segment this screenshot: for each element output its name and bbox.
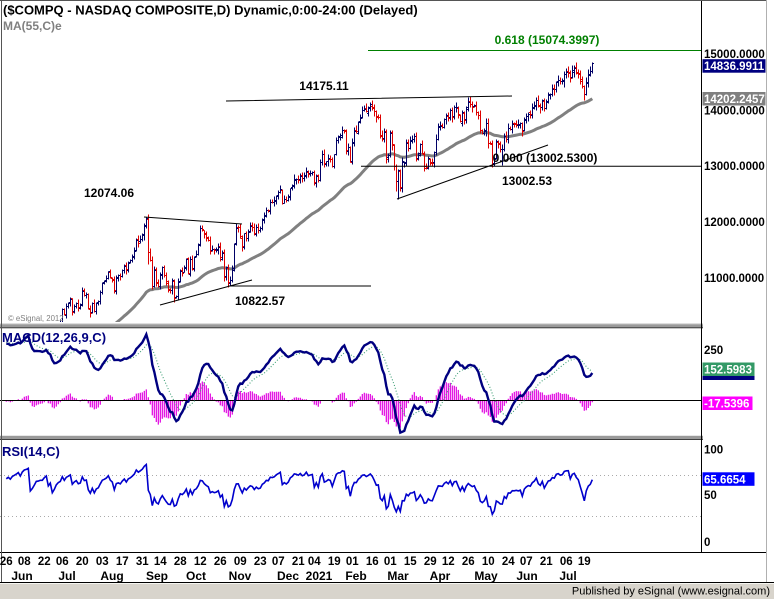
svg-text:50: 50 [704,490,717,502]
svg-text:21: 21 [540,556,553,568]
svg-text:15000.0000: 15000.0000 [704,49,765,61]
svg-text:14000.0000: 14000.0000 [704,106,765,118]
svg-text:06: 06 [560,556,573,568]
svg-text:2021: 2021 [306,569,333,583]
svg-text:22: 22 [38,556,51,568]
svg-text:Nov: Nov [229,569,252,583]
svg-text:31: 31 [136,556,149,568]
svg-text:17: 17 [116,556,129,568]
svg-text:100: 100 [704,445,723,457]
svg-text:12: 12 [442,556,455,568]
svg-text:29: 29 [424,556,437,568]
svg-text:14202.2457: 14202.2457 [704,94,765,106]
svg-text:20: 20 [76,556,89,568]
svg-text:06: 06 [56,556,69,568]
svg-text:28: 28 [174,556,187,568]
svg-text:MACD(12,26,9,C): MACD(12,26,9,C) [2,330,106,345]
svg-text:23: 23 [254,556,267,568]
svg-text:($COMPQ - NASDAQ COMPOSITE,D): ($COMPQ - NASDAQ COMPOSITE,D) Dynamic,0:… [3,3,418,18]
svg-text:Aug: Aug [100,569,123,583]
svg-text:Sep: Sep [146,569,168,583]
svg-text:250: 250 [704,345,723,357]
svg-text:Jul: Jul [58,569,75,583]
svg-text:09: 09 [234,556,247,568]
svg-text:65.6654: 65.6654 [704,474,746,486]
svg-text:MA(55,C)e: MA(55,C)e [3,19,62,33]
svg-text:May: May [474,569,498,583]
svg-text:Mar: Mar [387,569,409,583]
svg-text:13000.0000: 13000.0000 [704,161,765,173]
svg-text:14836.9911: 14836.9911 [704,61,765,73]
svg-text:01: 01 [346,556,359,568]
svg-text:11000.0000: 11000.0000 [704,273,764,285]
svg-text:12000.0000: 12000.0000 [704,217,765,229]
svg-text:10822.57: 10822.57 [235,294,285,308]
svg-text:0.618 (15074.3997): 0.618 (15074.3997) [495,33,600,47]
svg-text:24: 24 [502,556,515,568]
svg-text:15: 15 [404,556,417,568]
svg-text:Apr: Apr [430,569,451,583]
svg-text:12074.06: 12074.06 [84,186,134,200]
svg-text:Oct: Oct [186,569,206,583]
svg-text:13002.53: 13002.53 [502,174,552,188]
svg-text:03: 03 [96,556,109,568]
svg-text:Dec: Dec [277,569,299,583]
svg-text:07: 07 [520,556,533,568]
svg-text:19: 19 [328,556,341,568]
svg-text:16: 16 [366,556,379,568]
svg-text:Published by eSignal (www.esig: Published by eSignal (www.esignal.com) [572,586,770,598]
svg-text:14175.11: 14175.11 [299,79,349,93]
svg-text:21: 21 [292,556,305,568]
svg-text:19: 19 [578,556,591,568]
svg-text:10: 10 [482,556,495,568]
svg-text:08: 08 [18,556,31,568]
svg-text:152.5983: 152.5983 [704,365,752,377]
svg-text:26: 26 [462,556,475,568]
svg-text:26: 26 [0,556,13,568]
svg-text:01: 01 [384,556,397,568]
svg-text:07: 07 [272,556,285,568]
svg-text:© eSignal, 2012: © eSignal, 2012 [8,314,64,323]
svg-text:Jun: Jun [516,569,537,583]
svg-text:04: 04 [308,556,321,568]
svg-text:Jun: Jun [11,569,32,583]
svg-text:Feb: Feb [345,569,366,583]
svg-text:0: 0 [704,537,710,549]
svg-text:-17.5396: -17.5396 [704,399,749,411]
svg-text:0.000 (13002.5300): 0.000 (13002.5300) [493,151,598,165]
svg-text:RSI(14,C): RSI(14,C) [2,444,60,459]
svg-text:26: 26 [214,556,227,568]
svg-text:12: 12 [194,556,207,568]
svg-text:14: 14 [154,556,167,568]
svg-text:Jul: Jul [559,569,576,583]
